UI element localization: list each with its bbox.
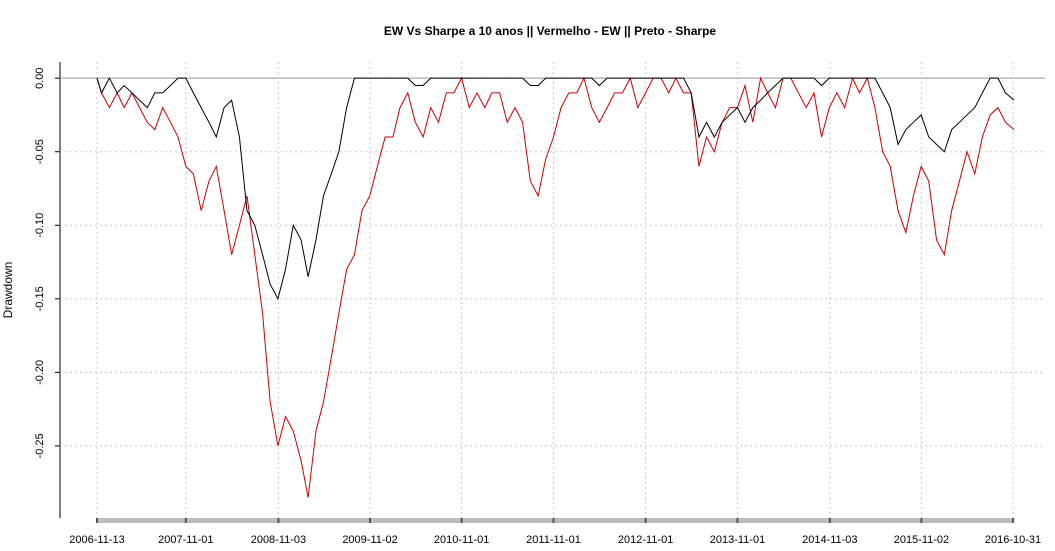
x-tick-label: 2009-11-02 bbox=[342, 534, 397, 546]
series-line bbox=[96, 77, 1015, 301]
x-tick-label: 2006-11-13 bbox=[69, 534, 124, 546]
y-tick-label: -0.15 bbox=[34, 286, 46, 311]
y-tick-label: -0.25 bbox=[34, 433, 46, 458]
series-line bbox=[96, 76, 1015, 498]
x-axis-bar bbox=[96, 518, 1014, 523]
chart-title: EW Vs Sharpe a 10 anos || Vermelho - EW … bbox=[384, 24, 717, 38]
x-tick-label: 2011-11-01 bbox=[526, 534, 581, 546]
x-tick-label: 2013-11-01 bbox=[710, 534, 765, 546]
y-axis-label: Drawdown bbox=[1, 262, 15, 319]
y-tick-label: -0.10 bbox=[34, 213, 46, 238]
x-tick-label: 2014-11-03 bbox=[802, 534, 857, 546]
x-tick-label: 2012-11-01 bbox=[618, 534, 673, 546]
x-tick-label: 2008-11-03 bbox=[251, 534, 306, 546]
x-tick-label: 2015-11-02 bbox=[894, 534, 949, 546]
x-tick-label: 2010-11-01 bbox=[434, 534, 489, 546]
x-tick-label: 2016-10-31 bbox=[985, 534, 1041, 546]
y-tick-label: 0.00 bbox=[34, 67, 46, 88]
y-tick-label: -0.05 bbox=[34, 139, 46, 164]
x-tick-label: 2007-11-01 bbox=[158, 534, 213, 546]
y-tick-label: -0.20 bbox=[34, 360, 46, 385]
